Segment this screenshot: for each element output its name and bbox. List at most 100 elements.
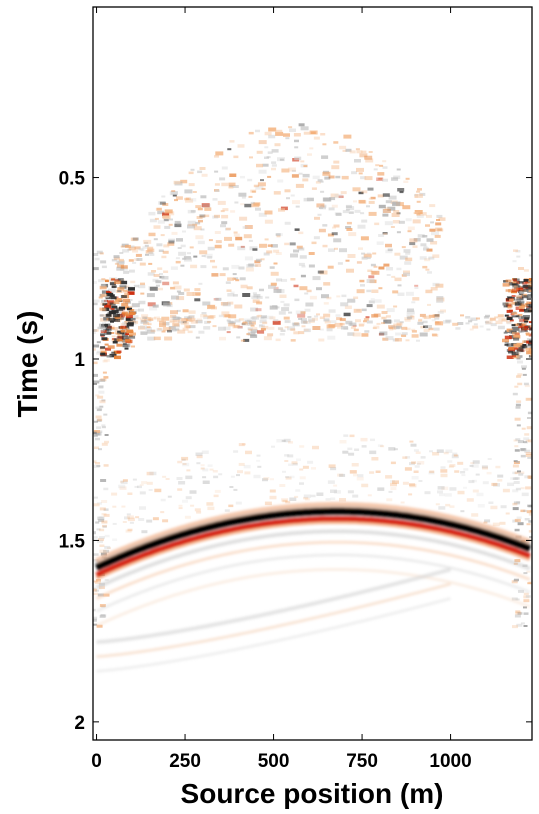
noise-speck [375, 164, 380, 167]
noise-speck [102, 360, 108, 363]
noise-speck [101, 520, 108, 524]
noise-speck [524, 317, 530, 320]
noise-speck [147, 272, 155, 276]
noise-speck [114, 280, 122, 285]
noise-speck [119, 258, 124, 262]
noise-speck [182, 257, 187, 260]
noise-speck [301, 325, 306, 328]
noise-speck [278, 311, 286, 315]
noise-speck [212, 215, 219, 219]
noise-speck [126, 513, 131, 516]
noise-speck [171, 231, 178, 235]
noise-speck [104, 534, 110, 538]
noise-speck [264, 219, 273, 224]
noise-speck [233, 450, 239, 453]
noise-speck [93, 373, 98, 377]
noise-speck [330, 320, 337, 324]
noise-speck [132, 249, 139, 253]
noise-speck [418, 480, 423, 482]
noise-speck [440, 466, 446, 469]
noise-speck [190, 318, 195, 321]
noise-speck [232, 273, 237, 276]
noise-speck [374, 222, 380, 226]
noise-speck [220, 210, 225, 213]
noise-speck [220, 302, 228, 306]
noise-speck [260, 328, 266, 331]
noise-speck [371, 289, 379, 293]
noise-speck [333, 490, 341, 494]
noise-speck [196, 462, 201, 465]
noise-speck [239, 216, 248, 221]
noise-speck [428, 327, 434, 331]
noise-speck [207, 246, 215, 251]
noise-speck [145, 327, 152, 331]
noise-speck [405, 291, 414, 296]
noise-speck [98, 586, 105, 589]
noise-speck [497, 474, 504, 478]
noise-speck [185, 318, 192, 322]
noise-speck [267, 333, 274, 337]
noise-speck [162, 203, 169, 206]
noise-speck [513, 501, 520, 505]
noise-speck [391, 177, 399, 181]
noise-speck [368, 151, 373, 153]
noise-speck [162, 215, 171, 220]
noise-speck [526, 307, 531, 310]
noise-speck [323, 314, 331, 318]
noise-speck [419, 332, 428, 337]
noise-speck [155, 284, 160, 287]
noise-speck [230, 291, 235, 294]
noise-speck [393, 175, 401, 179]
noise-speck [303, 165, 308, 168]
noise-speck [96, 341, 101, 344]
noise-speck [396, 231, 401, 234]
noise-speck [528, 333, 532, 337]
noise-speck [110, 327, 115, 330]
noise-speck [202, 301, 211, 306]
noise-speck [347, 298, 356, 303]
noise-speck [251, 190, 256, 193]
noise-speck [515, 298, 522, 302]
noise-speck [175, 196, 183, 200]
noise-speck [386, 308, 395, 313]
noise-speck [94, 430, 101, 433]
noise-speck [330, 467, 337, 471]
noise-speck [397, 188, 405, 192]
noise-speck [112, 505, 117, 508]
noise-speck [438, 506, 446, 510]
noise-speck [242, 322, 248, 326]
noise-speck [437, 228, 444, 232]
noise-speck [437, 310, 444, 314]
noise-speck [519, 318, 526, 322]
noise-speck [365, 316, 370, 319]
noise-speck [283, 316, 290, 320]
noise-speck [340, 302, 349, 307]
noise-speck [93, 383, 97, 385]
noise-speck [101, 299, 108, 303]
noise-speck [116, 307, 124, 311]
noise-speck [348, 452, 355, 456]
noise-speck [259, 324, 264, 327]
noise-speck [323, 282, 331, 286]
noise-speck [383, 263, 390, 267]
noise-speck [93, 623, 98, 626]
noise-speck [320, 190, 325, 193]
noise-speck [361, 252, 366, 255]
noise-speck [200, 195, 207, 199]
noise-speck [526, 510, 532, 514]
noise-speck [200, 464, 205, 467]
noise-speck [357, 224, 366, 229]
noise-speck [161, 330, 166, 333]
noise-speck [164, 225, 171, 229]
noise-speck [521, 323, 526, 326]
noise-speck [317, 213, 322, 216]
noise-speck [140, 249, 145, 252]
noise-speck [280, 300, 285, 303]
noise-speck [387, 248, 393, 252]
noise-speck [287, 454, 294, 458]
noise-speck [371, 457, 379, 461]
noise-speck [500, 505, 507, 509]
noise-speck [208, 304, 216, 309]
noise-speck [370, 271, 377, 275]
noise-speck [261, 315, 267, 318]
